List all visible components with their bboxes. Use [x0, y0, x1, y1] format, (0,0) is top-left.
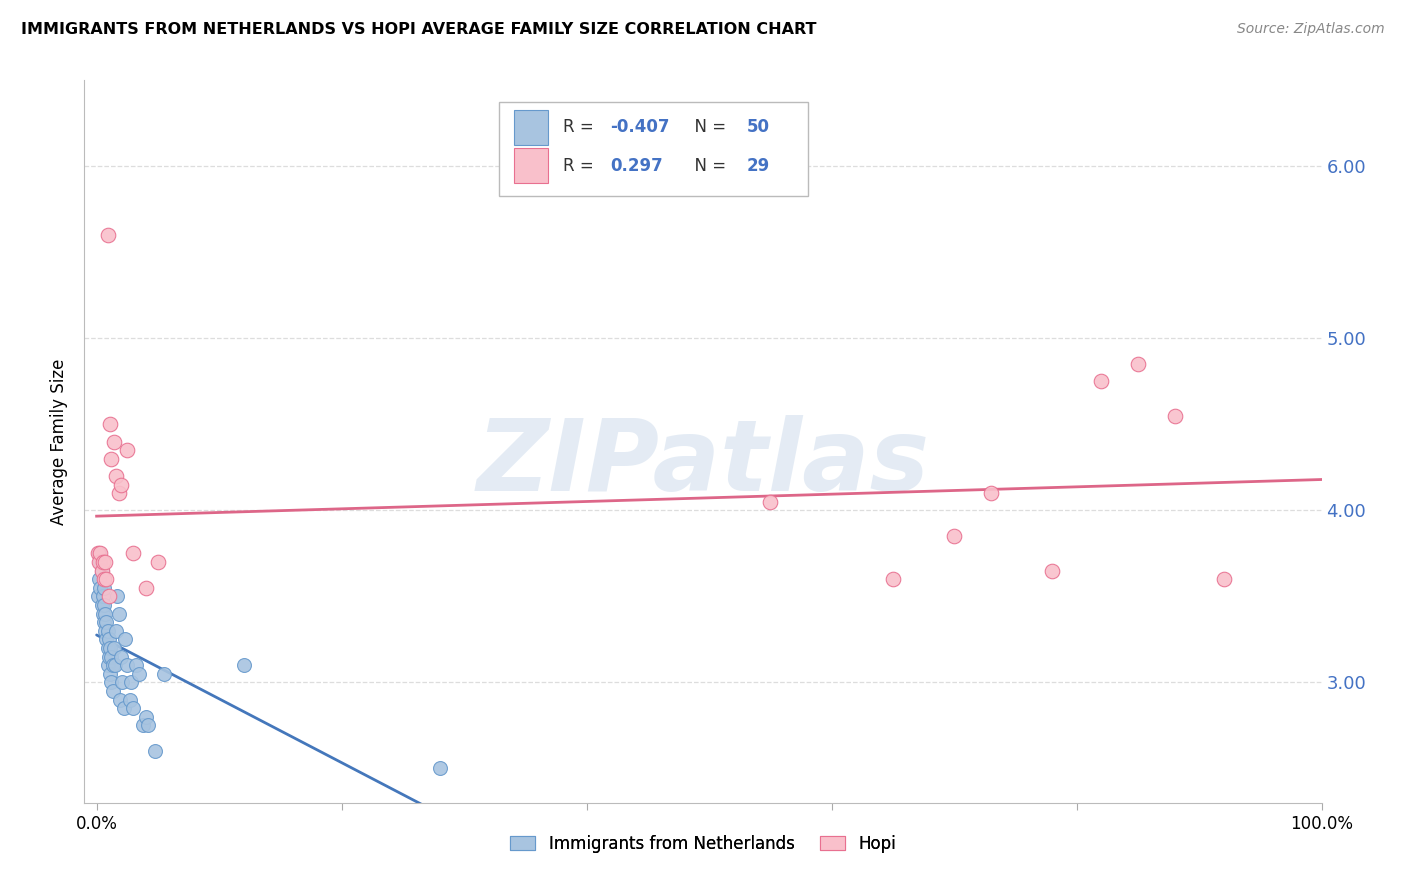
Point: [1040, 564, 1063, 578]
FancyBboxPatch shape: [513, 148, 548, 183]
Point: [135, 710, 157, 724]
Point: [97, 649, 120, 664]
Point: [90, 598, 112, 612]
Point: [111, 675, 134, 690]
Y-axis label: Average Family Size: Average Family Size: [51, 359, 69, 524]
Point: [943, 529, 966, 543]
Point: [980, 486, 1002, 500]
Point: [98, 640, 121, 655]
Text: 0.297: 0.297: [610, 156, 664, 175]
Text: ZIPatlas: ZIPatlas: [477, 415, 929, 512]
Point: [107, 607, 129, 621]
Point: [120, 675, 142, 690]
Point: [100, 675, 122, 690]
Point: [1212, 572, 1234, 586]
Point: [97, 624, 120, 638]
Point: [100, 649, 122, 664]
Text: IMMIGRANTS FROM NETHERLANDS VS HOPI AVERAGE FAMILY SIZE CORRELATION CHART: IMMIGRANTS FROM NETHERLANDS VS HOPI AVER…: [21, 22, 817, 37]
Point: [87, 546, 110, 560]
Point: [89, 581, 111, 595]
Text: R =: R =: [564, 119, 599, 136]
Point: [91, 555, 114, 569]
Point: [93, 572, 115, 586]
Point: [94, 624, 117, 638]
Point: [1163, 409, 1185, 423]
Point: [110, 649, 132, 664]
Point: [122, 546, 145, 560]
Point: [429, 761, 451, 775]
Point: [128, 666, 150, 681]
FancyBboxPatch shape: [499, 102, 808, 196]
Point: [122, 701, 145, 715]
Point: [87, 590, 110, 604]
Point: [87, 546, 110, 560]
Point: [96, 615, 118, 630]
Point: [1090, 374, 1112, 388]
Text: N =: N =: [685, 156, 731, 175]
Point: [98, 417, 121, 432]
Point: [90, 564, 112, 578]
Point: [115, 658, 138, 673]
Point: [118, 692, 141, 706]
Point: [882, 572, 904, 586]
Point: [103, 434, 125, 449]
Text: R =: R =: [564, 156, 605, 175]
Point: [153, 666, 176, 681]
FancyBboxPatch shape: [513, 110, 548, 145]
Point: [110, 477, 132, 491]
Point: [105, 624, 128, 638]
Point: [145, 744, 167, 758]
Point: [93, 581, 115, 595]
Text: Source: ZipAtlas.com: Source: ZipAtlas.com: [1237, 22, 1385, 37]
Point: [103, 640, 125, 655]
Point: [101, 684, 124, 698]
Point: [101, 658, 124, 673]
Text: 29: 29: [747, 156, 769, 175]
Point: [132, 718, 155, 732]
Point: [146, 555, 169, 569]
Point: [89, 555, 111, 569]
Point: [90, 564, 112, 578]
Point: [105, 469, 128, 483]
Point: [98, 666, 121, 681]
Point: [87, 572, 110, 586]
Point: [97, 590, 120, 604]
Point: [759, 494, 782, 508]
Point: [1126, 357, 1149, 371]
Point: [107, 486, 129, 500]
Point: [115, 443, 138, 458]
Text: -0.407: -0.407: [610, 119, 669, 136]
Point: [87, 555, 110, 569]
Point: [93, 598, 115, 612]
Text: 50: 50: [747, 119, 769, 136]
Point: [97, 658, 120, 673]
Point: [94, 607, 117, 621]
Legend: Immigrants from Netherlands, Hopi: Immigrants from Netherlands, Hopi: [503, 828, 903, 860]
Point: [89, 546, 111, 560]
Text: N =: N =: [685, 119, 731, 136]
Point: [135, 581, 157, 595]
Point: [136, 718, 159, 732]
Point: [107, 590, 129, 604]
Point: [91, 607, 114, 621]
Point: [94, 555, 117, 569]
Point: [100, 451, 122, 466]
Point: [114, 632, 136, 647]
Point: [91, 590, 114, 604]
Point: [104, 658, 127, 673]
Point: [232, 658, 254, 673]
Point: [93, 615, 115, 630]
Point: [96, 632, 118, 647]
Point: [97, 228, 120, 243]
Point: [96, 572, 118, 586]
Point: [97, 640, 120, 655]
Point: [112, 701, 135, 715]
Point: [97, 632, 120, 647]
Point: [108, 692, 131, 706]
Point: [125, 658, 148, 673]
